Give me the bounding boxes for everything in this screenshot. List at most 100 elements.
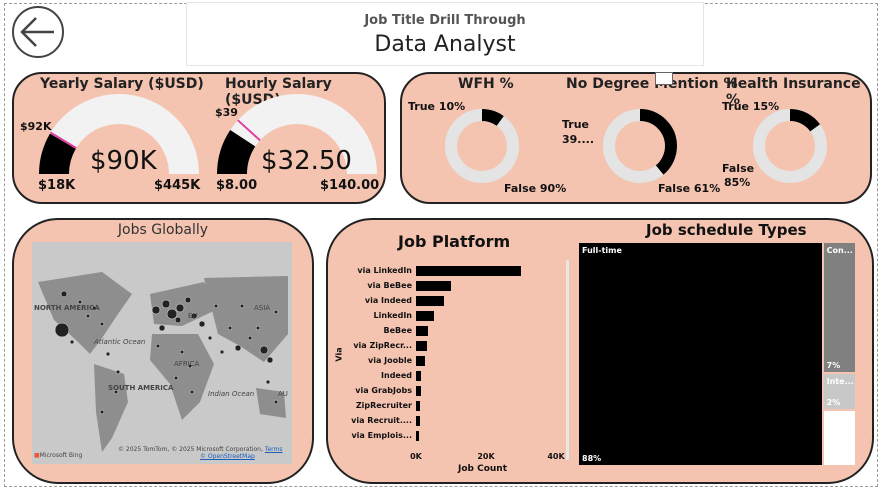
map-point-11[interactable] [151,305,161,315]
no-degree-donut-true [603,109,677,183]
health-insurance-title: Health Insurance % [726,76,861,108]
map-point-7[interactable] [105,351,111,357]
bar-1[interactable] [416,281,451,291]
map-point-22[interactable] [227,325,233,331]
bar-3[interactable] [416,311,434,321]
health-insurance-donut[interactable] [750,106,830,186]
africa-shape [150,334,214,420]
map-point-3[interactable] [85,313,91,319]
bar-9[interactable] [416,401,421,411]
map-point-34[interactable] [189,389,195,395]
world-map [38,272,288,452]
bar-5[interactable] [416,341,427,351]
yearly-max-label: $445K [154,178,201,193]
map-point-33[interactable] [173,375,179,381]
chart-scrollbar[interactable] [566,260,569,460]
treemap-name-1: Con... [826,246,853,255]
map-point-13[interactable] [166,308,178,320]
wfh-donut[interactable] [442,106,522,186]
map-point-17[interactable] [190,312,198,320]
job-platform-xlabel: Job Count [458,464,508,474]
map-label-africa: AFRICA [174,360,200,368]
treemap-cell-1[interactable]: Con... 7% [822,242,856,373]
map-title: Jobs Globally [117,222,209,238]
hourly-gauge-target [237,119,261,142]
map-point-0[interactable] [54,322,70,338]
map-label-au: AU [278,390,288,398]
schedule-treemap[interactable]: Full-time 88% Con... 7% Inte... 2% [578,242,856,466]
map-point-24[interactable] [247,335,253,341]
map-point-30[interactable] [273,399,279,405]
bar-7[interactable] [416,371,422,381]
map-point-27[interactable] [266,356,274,364]
salary-panel: Yearly Salary ($USD) Hourly Salary ($USD… [12,72,386,204]
map-point-19[interactable] [198,320,206,328]
bar-10[interactable] [416,416,420,426]
map-point-35[interactable] [155,343,161,349]
hourly-gauge-track [217,94,377,174]
bar-8[interactable] [416,386,422,396]
map-attribution: © 2025 TomTom, © 2025 Microsoft Corporat… [118,446,282,453]
map-point-8[interactable] [115,369,121,375]
map-label-atlantic: Atlantic Ocean [94,338,146,346]
bar-label-1: via BeBee [367,281,412,290]
map-point-9[interactable] [113,389,119,395]
hourly-salary-gauge[interactable] [212,94,382,174]
treemap-cell-2[interactable]: Inte... 2% [822,372,856,410]
map-point-29[interactable] [265,379,271,385]
bar-4[interactable] [416,326,429,336]
australia-shape [256,388,286,418]
map-point-16[interactable] [184,296,192,304]
bar-label-5: via ZipRecr... [353,341,412,350]
bar-6[interactable] [416,356,425,366]
back-button[interactable] [12,6,64,58]
filter-icon[interactable] [655,72,673,85]
jobs-map[interactable]: NORTH AMERICA Atlantic Ocean SOUTH AMERI… [32,242,292,464]
map-panel: Jobs Globally NORTH AMERICA Atlantic Oce… [12,218,314,484]
map-point-32[interactable] [187,363,193,369]
map-point-25[interactable] [255,325,261,331]
yearly-gauge-fill [39,133,76,174]
no-degree-true-value: 39.... [562,133,595,146]
map-point-10[interactable] [99,409,105,415]
map-point-28[interactable] [273,309,279,315]
map-point-15[interactable] [174,316,182,324]
yearly-salary-gauge[interactable] [34,94,204,174]
map-point-1[interactable] [60,290,68,298]
map-point-37[interactable] [239,303,245,309]
job-location-points [54,290,279,415]
treemap-name-2: Inte... [826,376,854,386]
job-platform-title: Job Platform [398,232,511,251]
map-point-14[interactable] [175,303,185,313]
map-point-31[interactable] [179,349,185,355]
map-label-asia: ASIA [254,304,271,312]
no-degree-donut[interactable] [600,106,680,186]
map-point-6[interactable] [99,321,105,327]
map-point-26[interactable] [259,345,269,355]
wfh-false-label: False 90% [504,182,567,195]
map-point-20[interactable] [207,335,213,341]
map-label-north-america: NORTH AMERICA [34,304,100,312]
bar-0[interactable] [416,266,521,276]
wfh-donut-false [445,109,519,183]
treemap-cell-0[interactable]: Full-time 88% [578,242,823,466]
map-point-5[interactable] [69,339,75,345]
map-point-36[interactable] [213,303,219,309]
health-true-label: True 15% [722,100,780,113]
job-platform-chart[interactable]: via LinkedIn via BeBee via Indeed LinkedIn B… [328,220,568,480]
bar-2[interactable] [416,296,444,306]
map-point-2[interactable] [77,299,83,305]
bar-label-10: via Recruit.... [351,416,412,425]
arrow-left-icon [20,17,54,47]
bar-label-9: ZipRecruiter [355,401,412,410]
map-point-21[interactable] [219,349,225,355]
map-point-23[interactable] [234,344,242,352]
hourly-min-label: $8.00 [216,178,258,193]
osm-link[interactable]: © OpenStreetMap [200,453,255,460]
map-point-18[interactable] [158,324,166,332]
terms-link[interactable]: Terms [264,446,283,453]
treemap-cell-3[interactable] [822,410,856,466]
bar-11[interactable] [416,431,420,441]
map-point-4[interactable] [91,305,97,311]
map-point-12[interactable] [161,299,171,309]
